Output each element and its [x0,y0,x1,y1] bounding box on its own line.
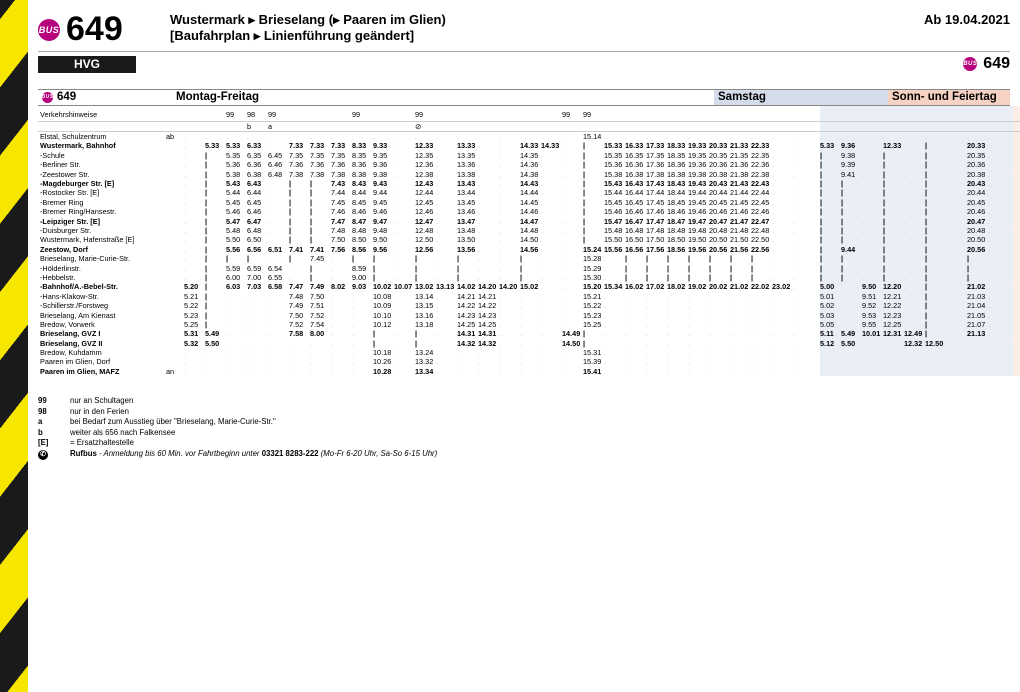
route-number: 649 [66,10,123,49]
bus-icon: BUS [963,57,977,71]
section-line: BUS 649 [38,90,172,105]
route-number-small: 649 [983,55,1010,73]
valid-from: Ab 19.04.2021 [924,10,1010,27]
notes: 99nur an Schultagen98nur in den Ferienab… [38,396,1010,460]
header-left: BUS 649 [38,10,162,49]
col-head-mf: Montag-Freitag [172,90,714,105]
col-head-sa: Samstag [714,90,888,105]
sub-bar: HVG BUS 649 [38,52,1010,73]
section-head: BUS 649 Montag-Freitag Samstag Sonn- und… [38,89,1010,106]
page: BUS 649 Wustermark ▸ Brieselang (▸ Paare… [28,0,1020,692]
title-line-2: [Baufahrplan ▸ Linienführung geändert] [170,28,916,44]
sub-right: BUS 649 [963,55,1010,73]
timetable: Verkehrshinweise99989999999999ba⊘Elstal,… [38,106,1020,376]
header: BUS 649 Wustermark ▸ Brieselang (▸ Paare… [38,10,1010,52]
section-route: 649 [57,91,76,103]
timetable-section: BUS 649 Montag-Freitag Samstag Sonn- und… [38,89,1010,376]
bus-icon: BUS [38,19,60,41]
col-head-su: Sonn- und Feiertag [888,90,1010,105]
header-title: Wustermark ▸ Brieselang (▸ Paaren im Gli… [170,10,916,44]
bus-icon: BUS [42,92,53,103]
operator-badge: HVG [38,56,136,73]
title-line-1: Wustermark ▸ Brieselang (▸ Paaren im Gli… [170,12,916,28]
